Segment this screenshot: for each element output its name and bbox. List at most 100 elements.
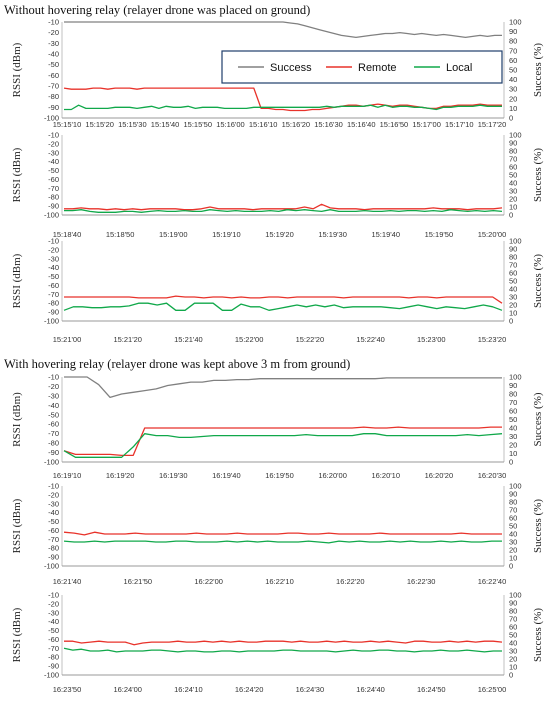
- x-tick-label: 16:24'00: [113, 685, 142, 694]
- series-line-success: [64, 21, 502, 39]
- y-tick-label-left: -40: [48, 508, 59, 517]
- y-tick-label-left: -20: [48, 245, 59, 254]
- y-tick-label-left: -30: [48, 39, 59, 48]
- y-tick-label-left: -30: [48, 148, 59, 157]
- y-axis-label-success: Success (%): [532, 608, 544, 662]
- y-tick-label-right: 60: [509, 407, 517, 416]
- y-tick-label-left: -30: [48, 499, 59, 508]
- y-tick-label-left: -20: [48, 28, 59, 37]
- y-tick-label-right: 30: [509, 293, 517, 302]
- y-tick-label-left: -100: [44, 671, 59, 680]
- y-tick-label-left: -50: [48, 410, 59, 419]
- y-tick-label-right: 100: [509, 131, 522, 140]
- section-title-with-relay: With hovering relay (relayer drone was k…: [4, 357, 351, 371]
- y-tick-label-right: 70: [509, 46, 517, 55]
- x-tick-label: 16:22'20: [336, 577, 365, 586]
- x-tick-label: 15:19'00: [159, 230, 188, 239]
- x-tick-label: 15:16'40: [347, 120, 376, 129]
- y-tick-label-left: -10: [48, 482, 59, 491]
- y-tick-label-left: -90: [48, 448, 59, 457]
- x-tick-label: 16:24'40: [356, 685, 385, 694]
- x-tick-label: 16:22'40: [478, 577, 507, 586]
- y-tick-label-left: -80: [48, 92, 59, 101]
- x-tick-label: 16:22'30: [407, 577, 436, 586]
- y-axis-label-success: Success (%): [532, 392, 544, 446]
- y-tick-label-left: -100: [44, 458, 59, 467]
- x-tick-label: 16:24'10: [174, 685, 203, 694]
- y-tick-label-left: -90: [48, 553, 59, 562]
- y-tick-label-right: 90: [509, 599, 517, 608]
- y-tick-label-right: 0: [509, 458, 513, 467]
- y-tick-label-right: 40: [509, 179, 517, 188]
- y-axis-label-success: Success (%): [532, 499, 544, 553]
- x-tick-label: 15:16'00: [216, 120, 245, 129]
- x-tick-label: 15:20'00: [478, 230, 507, 239]
- x-tick-label: 16:19'10: [53, 471, 82, 480]
- y-tick-label-left: -80: [48, 439, 59, 448]
- y-tick-label-right: 100: [509, 591, 522, 600]
- x-tick-label: 15:16'30: [314, 120, 343, 129]
- y-tick-label-left: -100: [44, 114, 59, 123]
- y-tick-label-left: -60: [48, 71, 59, 80]
- y-tick-label-right: 80: [509, 390, 517, 399]
- x-tick-label: 15:15'20: [85, 120, 114, 129]
- y-tick-label-right: 30: [509, 187, 517, 196]
- y-tick-label-left: -90: [48, 202, 59, 211]
- x-tick-label: 16:20'10: [371, 471, 400, 480]
- y-tick-label-left: -100: [44, 317, 59, 326]
- legend-label-remote: Remote: [358, 62, 397, 74]
- y-tick-label-right: 10: [509, 554, 517, 563]
- y-tick-label-right: 60: [509, 623, 517, 632]
- y-tick-label-right: 10: [509, 663, 517, 672]
- y-tick-label-left: -60: [48, 635, 59, 644]
- y-tick-label-left: -30: [48, 608, 59, 617]
- x-tick-label: 15:15'50: [183, 120, 212, 129]
- y-tick-label-right: 40: [509, 285, 517, 294]
- x-tick-label: 16:19'40: [212, 471, 241, 480]
- y-tick-label-right: 20: [509, 441, 517, 450]
- y-tick-label-left: -10: [48, 131, 59, 140]
- y-tick-label-right: 40: [509, 75, 517, 84]
- y-tick-label-right: 100: [509, 373, 522, 382]
- y-tick-label-right: 10: [509, 104, 517, 113]
- section-title-without-relay: Without hovering relay (relayer drone wa…: [4, 3, 311, 17]
- y-tick-label-left: -80: [48, 653, 59, 662]
- x-tick-label: 15:18'40: [53, 230, 82, 239]
- y-tick-label-left: -70: [48, 82, 59, 91]
- y-tick-label-left: -40: [48, 401, 59, 410]
- y-tick-label-left: -30: [48, 391, 59, 400]
- x-tick-label: 16:23'50: [53, 685, 82, 694]
- x-tick-label: 16:22'10: [265, 577, 294, 586]
- y-tick-label-right: 90: [509, 139, 517, 148]
- legend-label-success: Success: [270, 62, 312, 74]
- y-tick-label-left: -10: [48, 591, 59, 600]
- series-line-remote: [64, 295, 503, 304]
- y-tick-label-left: -60: [48, 526, 59, 535]
- y-tick-label-right: 50: [509, 171, 517, 180]
- y-tick-label-right: 20: [509, 301, 517, 310]
- y-tick-label-left: -40: [48, 50, 59, 59]
- series-line-remote: [64, 203, 503, 211]
- y-tick-label-left: -90: [48, 308, 59, 317]
- y-tick-label-left: -50: [48, 517, 59, 526]
- y-tick-label-left: -70: [48, 535, 59, 544]
- y-tick-label-left: -100: [44, 562, 59, 571]
- x-tick-label: 15:15'10: [53, 120, 82, 129]
- y-tick-label-left: -50: [48, 272, 59, 281]
- y-tick-label-left: -60: [48, 281, 59, 290]
- x-tick-label: 15:21'00: [53, 335, 82, 344]
- y-tick-label-left: -10: [48, 237, 59, 246]
- y-tick-label-right: 20: [509, 94, 517, 103]
- series-line-local: [63, 302, 503, 311]
- y-tick-label-right: 80: [509, 37, 517, 46]
- series-line-local: [63, 433, 503, 458]
- series-line-remote: [63, 426, 502, 457]
- y-tick-label-left: -10: [48, 18, 59, 27]
- y-tick-label-right: 20: [509, 655, 517, 664]
- x-tick-label: 16:25'00: [478, 685, 507, 694]
- x-tick-label: 16:19'20: [106, 471, 135, 480]
- y-tick-label-right: 60: [509, 269, 517, 278]
- y-tick-label-right: 50: [509, 277, 517, 286]
- y-axis-label-rssi: RSSI (dBm): [11, 147, 23, 202]
